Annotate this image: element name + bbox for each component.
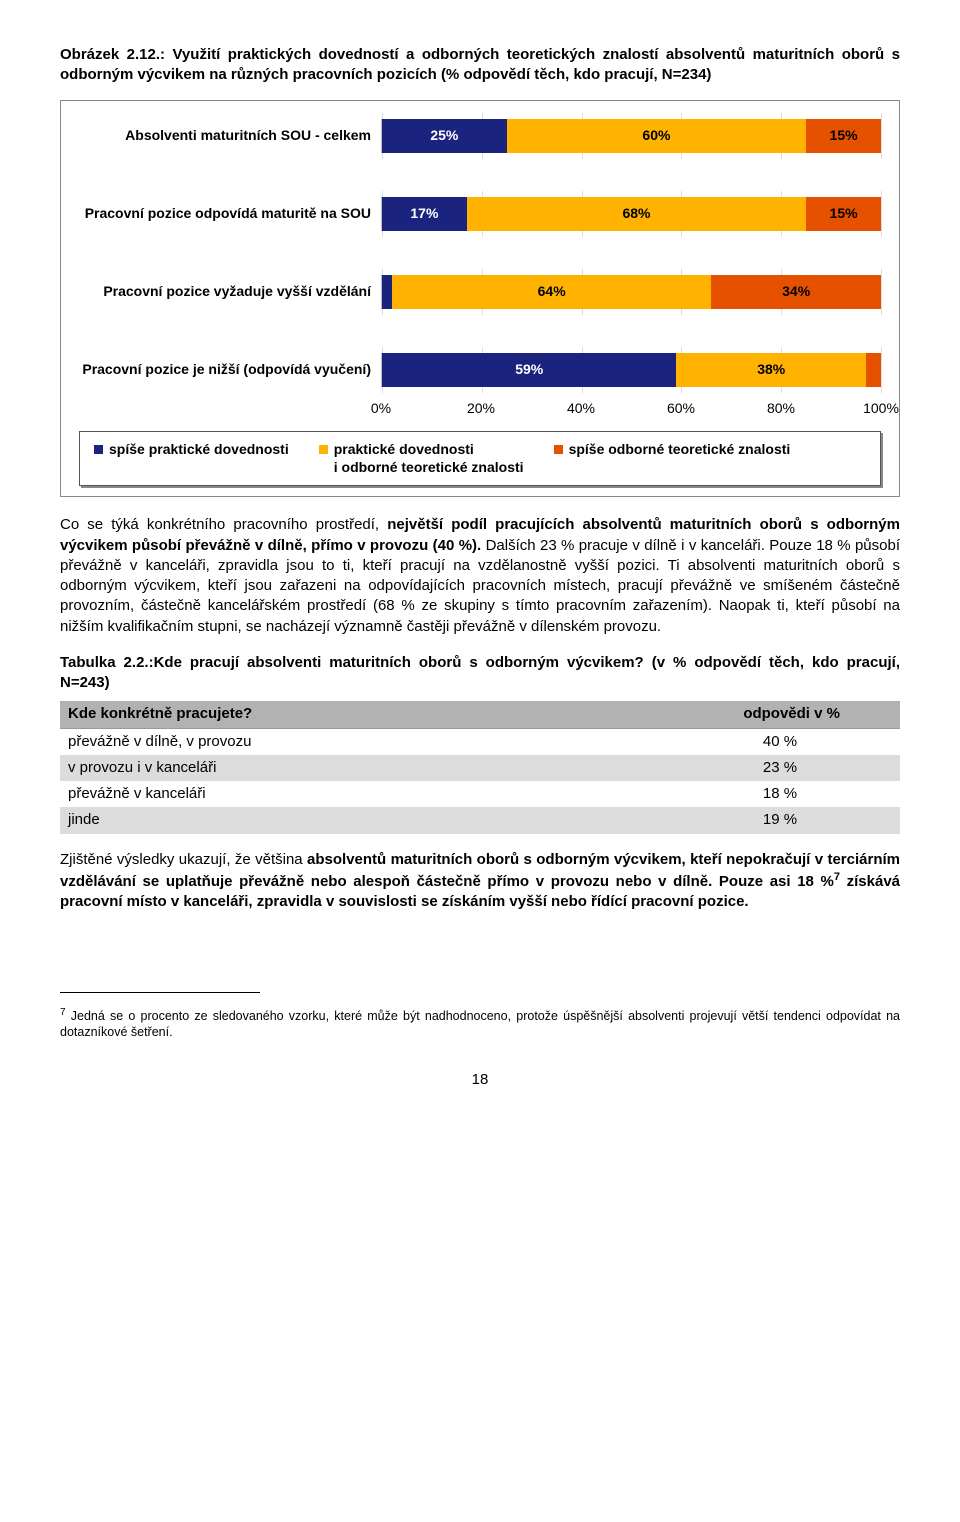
table-row: převážně v dílně, v provozu40 % <box>60 728 900 755</box>
table-header-left: Kde konkrétně pracujete? <box>60 701 660 728</box>
axis-tick-label: 100% <box>863 399 899 418</box>
footnote: 7 Jedná se o procento ze sledovaného vzo… <box>60 1006 900 1041</box>
chart-bar-segment: 17% <box>382 197 467 231</box>
chart-bar-segment: 34% <box>711 275 881 309</box>
chart-bar-segment <box>866 353 881 387</box>
page-number: 18 <box>60 1070 900 1090</box>
table-title: Tabulka 2.2.:Kde pracují absolventi matu… <box>60 653 900 694</box>
legend-swatch <box>554 445 563 454</box>
para2-pre: Zjištěné výsledky ukazují, že většina <box>60 851 307 868</box>
footnote-text: Jedná se o procento ze sledovaného vzork… <box>60 1009 900 1039</box>
table-body: převážně v dílně, v provozu40 %v provozu… <box>60 728 900 834</box>
table-cell-label: převážně v dílně, v provozu <box>60 728 660 755</box>
chart-category-label: Absolventi maturitních SOU - celkem <box>79 126 381 145</box>
para1-pre: Co se týká konkrétního pracovního prostř… <box>60 516 387 533</box>
table-row: převážně v kanceláři18 % <box>60 781 900 807</box>
axis-spacer <box>79 399 381 421</box>
axis-tick-label: 40% <box>567 399 595 418</box>
chart-category-label: Pracovní pozice je nižší (odpovídá vyuče… <box>79 360 381 379</box>
table-cell-label: jinde <box>60 807 660 833</box>
axis-tick-label: 60% <box>667 399 695 418</box>
table-header-right: odpovědi v % <box>660 701 900 728</box>
chart-bar-segment: 60% <box>507 119 806 153</box>
table-header-row: Kde konkrétně pracujete? odpovědi v % <box>60 701 900 728</box>
chart-plot: 59%38% <box>381 353 881 387</box>
table-row: v provozu i v kanceláři23 % <box>60 755 900 781</box>
chart-row: Absolventi maturitních SOU - celkem25%60… <box>79 119 881 153</box>
axis-tick-label: 0% <box>371 399 391 418</box>
chart-row: Pracovní pozice odpovídá maturitě na SOU… <box>79 197 881 231</box>
axis-ticks: 0%20%40%60%80%100% <box>381 399 881 421</box>
data-table: Kde konkrétně pracujete? odpovědi v % př… <box>60 701 900 833</box>
chart-bar-stack: 25%60%15% <box>382 119 881 153</box>
legend-swatch <box>319 445 328 454</box>
footnote-separator <box>60 992 260 993</box>
chart-rows: Absolventi maturitních SOU - celkem25%60… <box>79 119 881 387</box>
legend-item: praktické dovednostii odborné teoretické… <box>319 440 524 478</box>
chart-bar-stack: 17%68%15% <box>382 197 881 231</box>
chart-bar-segment: 68% <box>467 197 806 231</box>
table-cell-value: 23 % <box>660 755 900 781</box>
chart-bar-segment: 15% <box>806 119 881 153</box>
legend-label: spíše odborné teoretické znalosti <box>569 440 791 459</box>
chart-bar-segment: 59% <box>382 353 676 387</box>
chart-plot: 17%68%15% <box>381 197 881 231</box>
figure-caption-text: : Využití praktických dovedností a odbor… <box>60 46 900 83</box>
chart-bar-segment: 15% <box>806 197 881 231</box>
chart-row: Pracovní pozice je nižší (odpovídá vyuče… <box>79 353 881 387</box>
chart-category-label: Pracovní pozice vyžaduje vyšší vzdělání <box>79 282 381 301</box>
chart-bar-stack: 64%34% <box>382 275 881 309</box>
chart-legend: spíše praktické dovednosti praktické dove… <box>79 431 881 487</box>
axis-tick-label: 20% <box>467 399 495 418</box>
figure-label: Obrázek 2.12. <box>60 46 160 63</box>
table-cell-label: převážně v kanceláři <box>60 781 660 807</box>
table-row: jinde19 % <box>60 807 900 833</box>
chart-bar-segment: 25% <box>382 119 507 153</box>
chart-container: Absolventi maturitních SOU - celkem25%60… <box>60 100 900 498</box>
paragraph-1: Co se týká konkrétního pracovního prostř… <box>60 515 900 637</box>
table-cell-label: v provozu i v kanceláři <box>60 755 660 781</box>
table-cell-value: 19 % <box>660 807 900 833</box>
chart-plot: 25%60%15% <box>381 119 881 153</box>
legend-label: spíše praktické dovednosti <box>109 440 289 459</box>
legend-item: spíše odborné teoretické znalosti <box>554 440 791 459</box>
chart-bar-stack: 59%38% <box>382 353 881 387</box>
page: Obrázek 2.12.: Využití praktických doved… <box>0 0 960 1131</box>
legend-label: praktické dovednostii odborné teoretické… <box>334 440 524 478</box>
legend-swatch <box>94 445 103 454</box>
chart-bar-segment: 38% <box>676 353 866 387</box>
figure-caption: Obrázek 2.12.: Využití praktických doved… <box>60 45 900 86</box>
paragraph-2: Zjištěné výsledky ukazují, že většina ab… <box>60 850 900 913</box>
chart-category-label: Pracovní pozice odpovídá maturitě na SOU <box>79 204 381 223</box>
table-cell-value: 40 % <box>660 728 900 755</box>
chart-row: Pracovní pozice vyžaduje vyšší vzdělání6… <box>79 275 881 309</box>
legend-item: spíše praktické dovednosti <box>94 440 289 459</box>
chart-x-axis: 0%20%40%60%80%100% <box>79 399 881 421</box>
chart-bar-segment: 64% <box>392 275 711 309</box>
chart-plot: 64%34% <box>381 275 881 309</box>
table-cell-value: 18 % <box>660 781 900 807</box>
axis-tick-label: 80% <box>767 399 795 418</box>
chart-bar-segment <box>382 275 392 309</box>
